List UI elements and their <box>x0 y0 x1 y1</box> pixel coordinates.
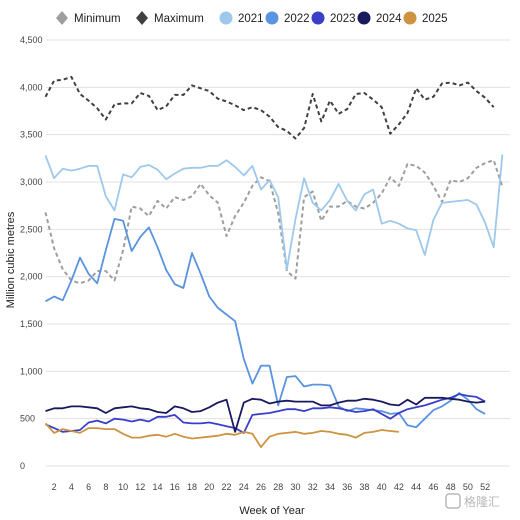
x-tick-label: 6 <box>86 482 91 492</box>
series-line-2023 <box>45 393 486 434</box>
x-tick-label: 24 <box>239 482 249 492</box>
x-tick-label: 30 <box>290 482 300 492</box>
legend-item-2025: 2025 <box>403 11 448 25</box>
series-line-maximum <box>44 75 495 140</box>
y-tick-label: 4,500 <box>20 35 43 45</box>
gridlines <box>46 39 510 467</box>
series-line-2024 <box>45 396 486 433</box>
y-tick-label: 1,000 <box>20 366 43 376</box>
legend-label: Minimum <box>74 13 121 25</box>
x-tick-label: 16 <box>170 482 180 492</box>
x-tick-label: 52 <box>480 482 490 492</box>
watermark: 格隆汇 <box>445 493 500 509</box>
x-tick-label: 40 <box>377 482 387 492</box>
legend-marker-icon <box>136 11 148 25</box>
legend-item-minimum: Minimum <box>56 11 121 25</box>
x-tick-label: 22 <box>222 482 232 492</box>
legend-marker-icon <box>311 11 325 25</box>
x-tick-label: 48 <box>446 482 456 492</box>
x-tick-label: 18 <box>187 482 197 492</box>
x-tick-label: 50 <box>463 482 473 492</box>
x-axis-ticks: 2 4 6 8 10 12 14 16 18 20 22 24 26 28 30 32 34 36 38 40 42 44… <box>52 482 491 492</box>
y-tick-label: 500 <box>20 414 35 424</box>
legend-marker-icon <box>357 11 371 25</box>
legend-label: 2023 <box>330 13 356 25</box>
x-tick-label: 38 <box>359 482 369 492</box>
y-axis-title: Million cubic metres <box>5 211 17 308</box>
watermark-logo-icon <box>445 493 461 509</box>
x-tick-label: 42 <box>394 482 404 492</box>
legend: Minimum Maximum 2021 2022 2023 2024 2025 <box>56 11 448 25</box>
y-tick-label: 2,500 <box>20 224 43 234</box>
legend-marker-icon <box>265 11 279 25</box>
legend-marker-icon <box>403 11 417 25</box>
series-line-2025 <box>44 422 399 449</box>
x-tick-label: 2 <box>52 482 57 492</box>
legend-label: 2025 <box>422 13 448 25</box>
legend-marker-icon <box>56 11 68 25</box>
x-tick-label: 4 <box>69 482 74 492</box>
x-tick-label: 34 <box>325 482 335 492</box>
series-lines <box>44 75 504 449</box>
y-tick-label: 0 <box>20 461 25 471</box>
legend-item-2021: 2021 <box>219 11 264 25</box>
x-tick-label: 44 <box>411 482 421 492</box>
x-tick-label: 46 <box>428 482 438 492</box>
y-axis-ticks: 0 500 1,000 1,500 2,000 2,500 3,000 3,500 4,000 4… <box>20 35 43 471</box>
y-tick-label: 2,000 <box>20 272 43 282</box>
legend-item-2024: 2024 <box>357 11 402 25</box>
legend-label: 2022 <box>284 13 310 25</box>
legend-label: Maximum <box>154 13 204 25</box>
x-tick-label: 32 <box>308 482 318 492</box>
legend-label: 2024 <box>376 13 402 25</box>
series-line-2022 <box>45 217 486 429</box>
x-tick-label: 36 <box>342 482 352 492</box>
legend-item-2022: 2022 <box>265 11 310 25</box>
y-tick-label: 3,500 <box>20 130 43 140</box>
x-tick-label: 14 <box>153 482 163 492</box>
legend-item-maximum: Maximum <box>136 11 204 25</box>
x-axis-title: Week of Year <box>239 505 305 517</box>
y-tick-label: 4,000 <box>20 82 43 92</box>
x-tick-label: 10 <box>118 482 128 492</box>
y-tick-label: 1,500 <box>20 319 43 329</box>
legend-marker-icon <box>219 11 233 25</box>
x-tick-label: 26 <box>256 482 266 492</box>
watermark-text: 格隆汇 <box>464 494 500 509</box>
y-tick-label: 3,000 <box>20 177 43 187</box>
x-tick-label: 20 <box>204 482 214 492</box>
legend-label: 2021 <box>238 13 264 25</box>
series-line-2021 <box>44 154 504 271</box>
x-tick-label: 8 <box>103 482 108 492</box>
legend-item-2023: 2023 <box>311 11 356 25</box>
x-tick-label: 28 <box>273 482 283 492</box>
x-tick-label: 12 <box>135 482 145 492</box>
